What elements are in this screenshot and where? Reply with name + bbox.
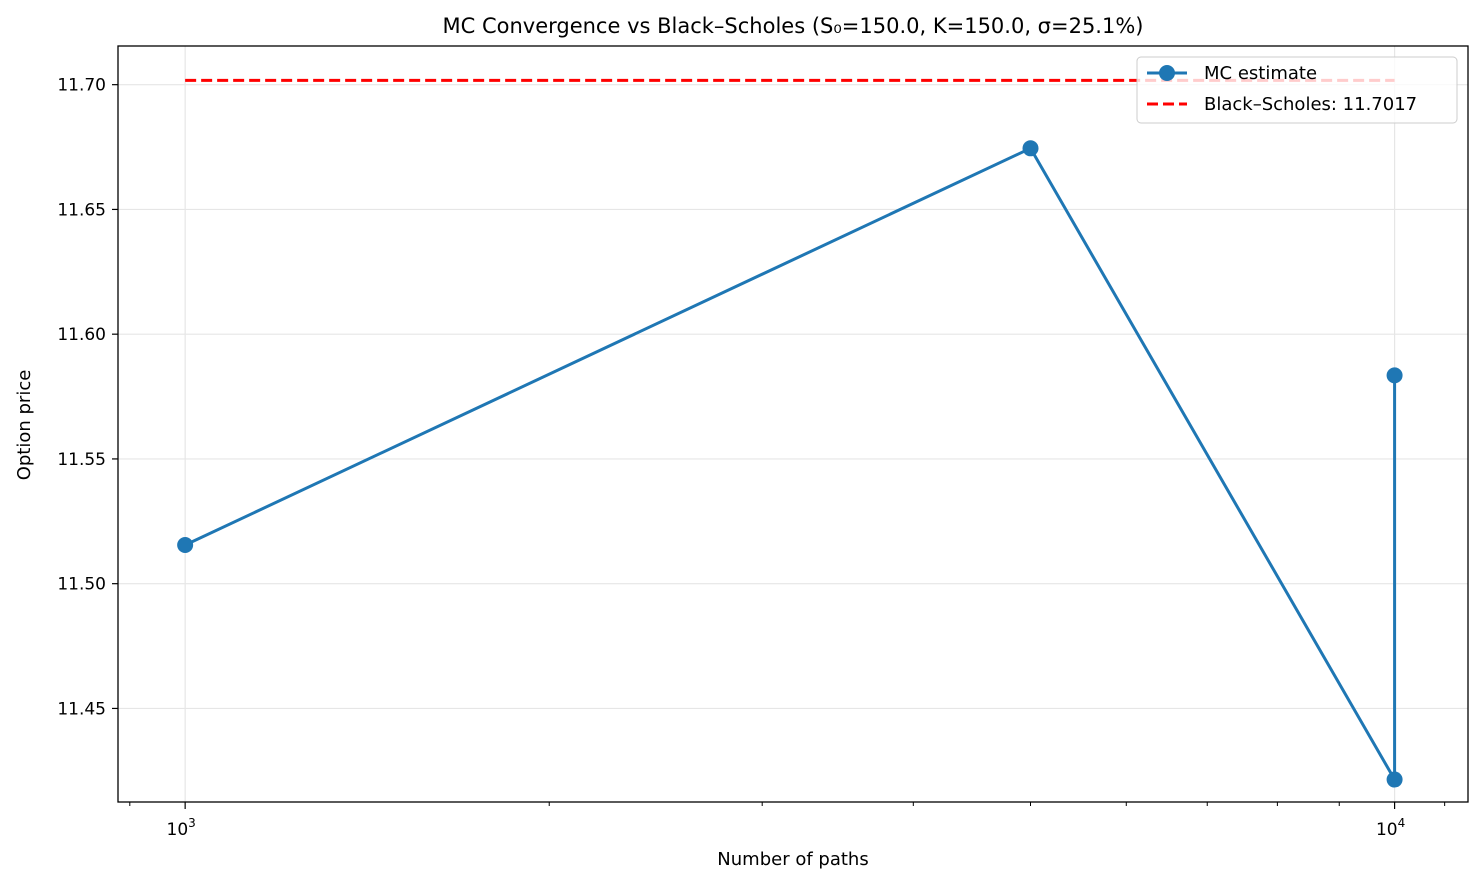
y-tick-label: 11.55 [57,450,106,470]
mc-estimate-point [177,537,194,554]
mc-estimate-point [1386,771,1403,788]
y-tick-label: 11.45 [57,699,106,719]
plot-frame [117,45,1469,803]
y-tick-label: 11.60 [57,325,106,345]
y-tick-label: 11.65 [57,200,106,220]
series-layer [177,140,1403,788]
x-axis-label: Number of paths [717,849,868,870]
grid [118,46,1468,802]
legend-bs-label: Black–Scholes: 11.7017 [1204,94,1417,115]
x-tick-label: 104 [1376,816,1405,840]
y-tick-label: 11.70 [57,76,106,96]
y-axis-label: Option price [14,370,35,481]
mc-estimate-point [1022,140,1039,157]
chart-title: MC Convergence vs Black–Scholes (S₀=150.… [442,14,1143,38]
legend-mc-marker-swatch [1159,65,1175,81]
legend: MC estimate Black–Scholes: 11.7017 [1136,56,1458,124]
legend-mc-label: MC estimate [1204,63,1317,84]
mc-estimate-point [1386,367,1403,384]
y-tick-label: 11.50 [57,575,106,595]
legend-box [1136,56,1458,124]
mc-estimate-line [184,146,1397,782]
